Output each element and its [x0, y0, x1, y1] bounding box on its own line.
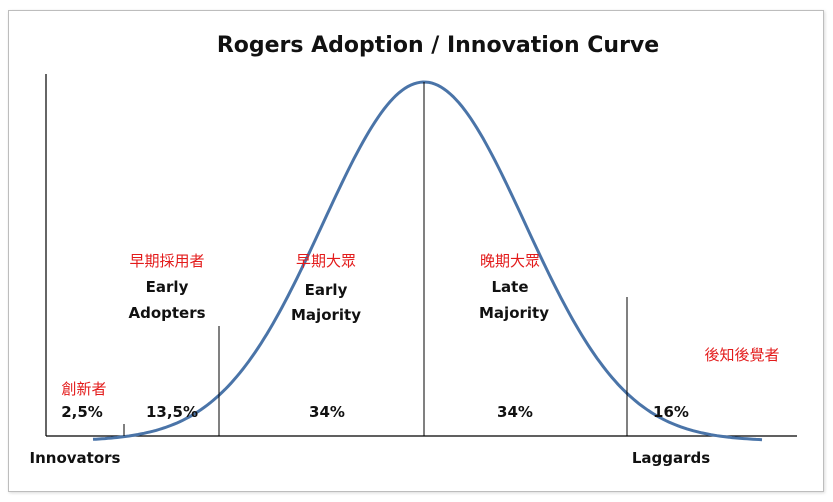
- axis-label-innovators: Innovators: [30, 449, 121, 467]
- segment-laggards-percent: 16%: [653, 403, 689, 421]
- segment-late-majority-label-line1: Late: [491, 278, 528, 296]
- segment-early-majority-percent: 34%: [309, 403, 345, 421]
- segment-laggards-cjk-label: 後知後覺者: [704, 346, 779, 364]
- diagram-title: Rogers Adoption / Innovation Curve: [217, 33, 659, 58]
- segment-early-majority-label-line2: Majority: [291, 306, 361, 324]
- segment-late-majority-label-line2: Majority: [479, 304, 549, 322]
- segment-early-adopters-percent: 13,5%: [146, 403, 198, 421]
- segment-late-majority-cjk-label: 晚期大眾: [480, 252, 540, 270]
- segment-late-majority-percent: 34%: [497, 403, 533, 421]
- segment-early-adopters-label-line2: Adopters: [128, 304, 205, 322]
- figure-frame: [8, 10, 824, 492]
- axis-label-laggards: Laggards: [632, 449, 710, 467]
- segment-innovators-percent: 2,5%: [61, 403, 103, 421]
- segment-early-majority-label-line1: Early: [305, 281, 348, 299]
- bell-curve: [92, 80, 763, 442]
- segment-innovators-cjk-label: 創新者: [61, 380, 106, 398]
- segment-early-majority-cjk-label: 早期大眾: [296, 252, 356, 270]
- segment-early-adopters-cjk-label: 早期採用者: [129, 252, 204, 270]
- segment-early-adopters-label-line1: Early: [146, 278, 189, 296]
